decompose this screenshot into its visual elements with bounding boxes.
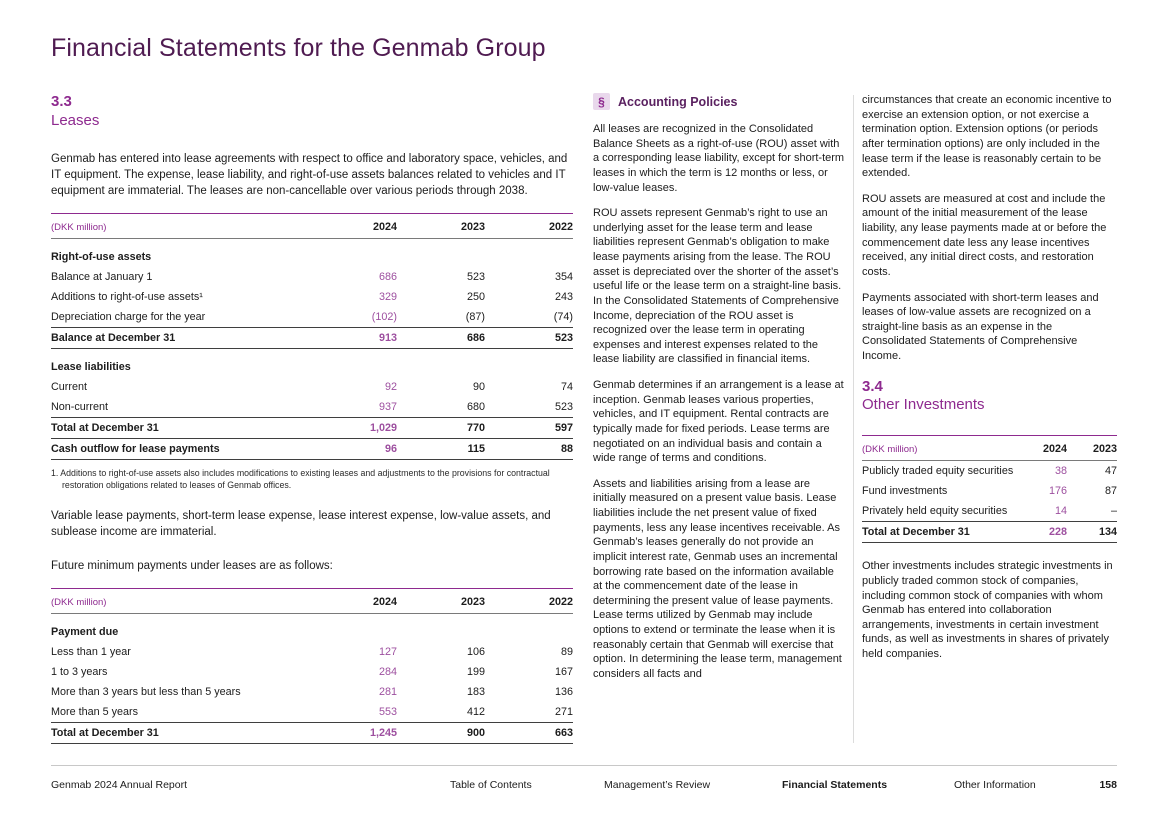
accounting-policies-title: Accounting Policies: [618, 94, 738, 109]
table-row: Non-current 937 680 523: [51, 401, 573, 413]
section-title-other-investments: Other Investments: [862, 396, 985, 414]
other-investments-paragraph: Other investments includes strategic inv…: [862, 560, 1113, 660]
paragraph: Payments associated with short-term leas…: [862, 291, 1099, 363]
accounting-policies-column: § Accounting Policies All leases are rec…: [593, 93, 845, 693]
column-divider: [853, 95, 854, 743]
table-row: More than 5 years 553 412 271: [51, 706, 573, 719]
table-row: Current 92 90 74: [51, 380, 573, 393]
footer-nav-other-information[interactable]: Other Information: [954, 779, 1036, 791]
table-header-cell: (DKK million): [51, 588, 309, 615]
paragraph: ROU assets represent Genmab’s right to u…: [593, 207, 842, 366]
table-row: Total at December 31 228 134: [862, 521, 1117, 544]
section-title-leases: Leases: [51, 111, 100, 129]
table-header-cell: 2024: [309, 213, 397, 239]
table-header-cell: (DKK million): [51, 213, 309, 239]
paragraph: Assets and liabilities arising from a le…: [593, 477, 842, 680]
paragraph: All leases are recognized in the Consoli…: [593, 123, 845, 194]
table-row: 1 to 3 years 284 199 167: [51, 666, 573, 679]
other-investments-table-wrap: (DKK million) 2024 2023 Publicly traded equ…: [862, 435, 1117, 544]
table-row: Total at December 31 1,245 900 663: [51, 722, 573, 745]
table-row: Additions to right-of-use assets¹ 329 250 2…: [51, 290, 573, 303]
table-header-cell: 2022: [485, 588, 573, 615]
table-header-cell: 2023: [1067, 435, 1117, 462]
future-payments-paragraph: Future minimum payments under leases are…: [51, 560, 333, 573]
accounting-policies-continued-text: circumstances that create an economic in…: [862, 93, 1117, 364]
table-header-cell: 2022: [485, 213, 573, 239]
table-header-cell: 2023: [397, 213, 485, 239]
table-header-cell: 2024: [1017, 435, 1067, 462]
page-title: Financial Statements for the Genmab Grou…: [51, 34, 546, 62]
section-3-3-leases: 3.3 Leases Genmab has entered into lease…: [51, 93, 573, 745]
table-row: Total at December 31 1,029 770 597: [51, 417, 573, 440]
table-row: Balance at December 31 913 686 523: [51, 326, 573, 349]
other-investments-table: (DKK million) 2024 2023 Publicly traded equ…: [862, 435, 1117, 544]
footer-brand: Genmab 2024 Annual Report: [51, 779, 188, 791]
table-row: Depreciation charge for the year (102) (87…: [51, 310, 573, 323]
table-row: Payment due: [51, 626, 119, 639]
right-of-use-assets-table: (DKK million) 2024 2023 2022 Right-of-use as…: [51, 212, 573, 461]
table-row: Less than 1 year 127 106 89: [51, 646, 573, 659]
page-footer: Genmab 2024 Annual Report Table of Conte…: [51, 765, 1117, 793]
table-row: Lease liabilities: [51, 360, 131, 373]
table-header-cell: 2024: [309, 588, 397, 615]
section-number-3-4: 3.4: [862, 377, 883, 395]
right-column: circumstances that create an economic in…: [862, 93, 1117, 662]
paragraph: ROU assets are measured at cost and incl…: [862, 192, 1107, 278]
footer-nav-financial-statements[interactable]: Financial Statements: [782, 779, 888, 791]
section-symbol-icon: §: [593, 93, 610, 110]
table-row: More than 3 years but less than 5 years 2…: [51, 686, 573, 699]
content-columns: 3.3 Leases Genmab has entered into lease…: [51, 93, 1117, 745]
table-row: Fund investments 176 87: [862, 485, 1117, 498]
section-number-3-3: 3.3: [51, 93, 72, 110]
table-header-cell: (DKK million): [862, 435, 1017, 462]
table-row: Right-of-use assets: [51, 250, 152, 263]
paragraph: circumstances that create an economic in…: [862, 94, 1112, 180]
page-number: 158: [1099, 779, 1117, 791]
paragraph: Genmab determines if an arrangement is a…: [593, 379, 844, 465]
immaterial-paragraph: Variable lease payments, short-term leas…: [51, 509, 551, 538]
accounting-policies-heading: § Accounting Policies: [593, 93, 845, 110]
table-row: Balance at January 1 686 523 354: [51, 270, 573, 283]
table-header-cell: 2023: [397, 588, 485, 615]
accounting-policies-text: All leases are recognized in the Consoli…: [593, 122, 845, 682]
future-minimum-payments-table: (DKK million) 2024 2023 2022 Payment due Less…: [51, 588, 573, 745]
leases-intro-paragraph: Genmab has entered into lease agreements…: [51, 152, 568, 197]
table-row: Cash outflow for lease payments 96 115 88: [51, 438, 573, 461]
footer-nav-table-of-contents[interactable]: Table of Contents: [450, 779, 532, 791]
table-footnote: 1. Additions to right-of-use assets also…: [51, 468, 550, 490]
footer-nav-managements-review[interactable]: Management’s Review: [604, 779, 711, 791]
report-page: Financial Statements for the Genmab Grou…: [51, 34, 1117, 745]
table-row: Privately held equity securities 14–: [862, 505, 1117, 518]
table-row: Publicly traded equity securities 38 47: [862, 465, 1117, 478]
